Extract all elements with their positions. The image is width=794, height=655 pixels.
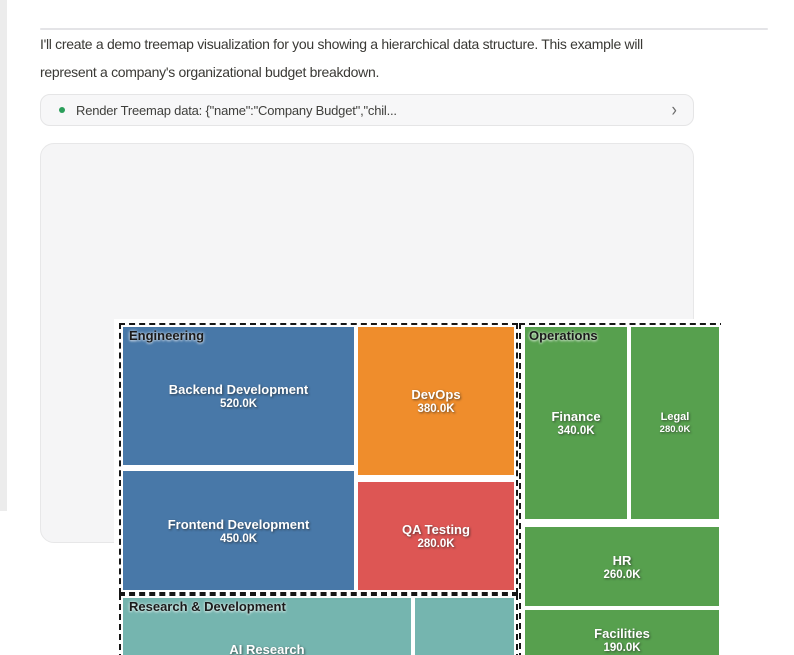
treemap-figure: Backend Development 520.0K DevOps 380.0K Fro…	[114, 319, 721, 655]
treemap-cell-value: 340.0K	[557, 425, 595, 437]
treemap-cell-facilities: Facilities 190.0K	[525, 610, 719, 655]
treemap-cell-finance: Finance 340.0K	[525, 327, 627, 519]
treemap-cell-qa: QA Testing 280.0K	[358, 482, 514, 590]
treemap-cell-value: 450.0K	[219, 532, 258, 545]
treemap-cell-value: 190.0K	[603, 642, 641, 654]
sidebar-edge	[0, 0, 7, 511]
treemap-cell-name: Facilities	[594, 626, 650, 641]
treemap-cell-value: 520.0K	[219, 398, 258, 410]
tool-call-label: Render Treemap data: {"name":"Company Bu…	[76, 102, 397, 118]
treemap-cell-legal: Legal 280.0K	[631, 327, 719, 519]
treemap-cell-ai: AI Research	[123, 598, 411, 655]
treemap-cell-name: QA Testing	[402, 522, 470, 537]
treemap-cell-name: Finance	[551, 409, 601, 424]
treemap-cell-frontend: Frontend Development 450.0K	[123, 471, 354, 590]
chevron-right-icon[interactable]: ›	[671, 99, 677, 121]
treemap-cell-rnd2	[415, 598, 514, 655]
tool-status-dot-icon	[59, 107, 65, 113]
treemap-cell-value: 280.0K	[417, 538, 455, 550]
treemap-cell-value: 380.0K	[417, 403, 455, 415]
tool-call-pill[interactable]: Render Treemap data: {"name":"Company Bu…	[40, 94, 694, 126]
treemap-cell-name: Legal	[660, 411, 690, 423]
treemap-cell-name: DevOps	[411, 387, 461, 402]
artifact-card: Backend Development 520.0K DevOps 380.0K Fro…	[40, 143, 721, 655]
treemap-cell-name: Backend Development	[168, 382, 309, 397]
treemap-cell-devops: DevOps 380.0K	[358, 327, 514, 475]
treemap-cell-name: AI Research	[229, 642, 305, 655]
treemap-cell-backend: Backend Development 520.0K	[123, 327, 354, 465]
treemap-cell-hr: HR 260.0K	[525, 527, 719, 606]
message-divider	[40, 28, 768, 30]
treemap-cell-value: 280.0K	[659, 424, 691, 435]
chat-page: I'll create a demo treemap visualization…	[0, 0, 768, 655]
treemap-cell-value: 260.0K	[603, 568, 641, 581]
treemap-cell-name: Frontend Development	[167, 516, 310, 532]
assistant-message: I'll create a demo treemap visualization…	[40, 36, 643, 80]
treemap-cell-name: HR	[612, 552, 632, 568]
